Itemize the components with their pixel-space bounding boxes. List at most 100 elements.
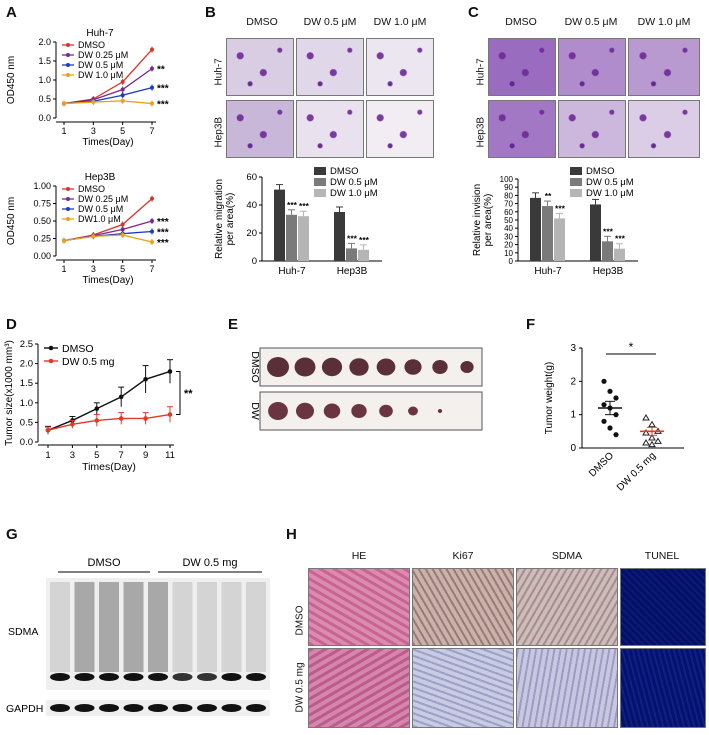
- tumor-dw: [408, 406, 418, 416]
- y-tick-label: 0.0: [20, 437, 33, 448]
- panel-label-h: H: [286, 526, 297, 543]
- x-tick-label: 3: [91, 264, 96, 274]
- y-tick-label: 1: [570, 410, 576, 421]
- bar: [614, 248, 625, 261]
- y-tick-label: 2: [570, 376, 576, 387]
- panel-label-g: G: [6, 526, 18, 543]
- data-point: [62, 101, 66, 106]
- y-tick-label: 50: [504, 216, 513, 225]
- significance-bracket: [176, 370, 181, 416]
- significance-label: **: [184, 388, 193, 400]
- data-point: [150, 66, 154, 71]
- significance-label: ***: [347, 233, 358, 243]
- gapdh-band: [50, 704, 70, 712]
- lane-smear: [197, 582, 217, 672]
- data-point: [45, 427, 51, 433]
- series-line: [63, 100, 153, 105]
- data-point: [601, 418, 607, 424]
- h-col-ki67: Ki67: [452, 550, 474, 562]
- legend-label: DW 0.5 μM: [330, 177, 378, 188]
- group-label-dmso: DMSO: [88, 557, 121, 569]
- h-image-sdma-dw: [516, 648, 618, 728]
- tumor-dw: [323, 403, 341, 419]
- tumor-dw: [268, 402, 288, 420]
- panel-label-c: C: [468, 4, 479, 21]
- lane-smear: [221, 582, 242, 672]
- bar: [298, 216, 309, 261]
- legend-swatch: [570, 189, 582, 197]
- y-tick-label: 1.0: [38, 75, 51, 85]
- y-tick-label: 30: [504, 232, 513, 241]
- row-label-dw: DW: [249, 402, 261, 420]
- significance-label: ***: [603, 226, 614, 236]
- tumor-dmso: [294, 357, 316, 377]
- x-tick-label: 5: [120, 126, 125, 136]
- b-image-huh7-dw05: [296, 38, 364, 96]
- chart-title: Hep3B: [85, 172, 116, 183]
- x-tick-label: 9: [143, 450, 148, 461]
- y-tick-label: 2.0: [20, 359, 33, 370]
- data-point: [150, 47, 154, 52]
- h-image-he-dmso: [308, 568, 410, 646]
- legend-label: DMSO: [78, 40, 105, 50]
- row-label-dmso: DMSO: [249, 351, 261, 383]
- h-image-ki67-dmso: [412, 568, 514, 646]
- panel-label-f: F: [526, 316, 536, 333]
- c-image-hep3b-dw10: [628, 100, 700, 158]
- x-tick-label: 1: [45, 450, 50, 461]
- h-image-tunel-dw: [620, 648, 706, 728]
- y-tick-label: 0.25: [33, 234, 51, 244]
- c-col-dw05: DW 0.5 μM: [564, 16, 618, 28]
- panel-label-a: A: [6, 4, 17, 21]
- legend-label: DMSO: [330, 166, 359, 177]
- panel-label-e: E: [228, 316, 239, 333]
- y-tick-label: 0: [570, 443, 576, 454]
- data-point: [150, 101, 154, 106]
- x-tick-label: Huh-7: [278, 266, 306, 277]
- b-image-hep3b-dw10: [366, 100, 434, 158]
- chart-title: Huh-7: [86, 28, 114, 39]
- data-point: [143, 376, 148, 382]
- series-line: [63, 68, 153, 105]
- y-tick-label: 20: [504, 241, 513, 250]
- data-point: [120, 227, 125, 232]
- legend-marker: [66, 53, 70, 57]
- y-tick-label: 90: [504, 183, 513, 192]
- row-label-sdma: SDMA: [8, 626, 38, 638]
- line-chart-hep3b: 0.00 0.25 0.50 0.75 1.00 1 3 5 7 Times(Day) OD450 …: [6, 172, 169, 286]
- y-tick-label: 1.5: [20, 378, 33, 389]
- data-point: [607, 425, 613, 431]
- bar: [590, 204, 601, 261]
- gapdh-band: [123, 704, 144, 712]
- legend-label: DW 1.0 μM: [78, 70, 123, 80]
- y-tick-label: 40: [504, 224, 513, 233]
- bar: [358, 249, 369, 261]
- y-tick-label: 10: [504, 249, 513, 258]
- y-tick-label: 1.5: [38, 56, 51, 66]
- legend-marker: [48, 358, 54, 364]
- h-image-sdma-dmso: [516, 568, 618, 646]
- significance-label: ***: [157, 84, 169, 95]
- h-col-he: HE: [351, 550, 367, 562]
- legend-label: DMSO: [62, 343, 94, 355]
- bar: [286, 214, 297, 261]
- significance-label: **: [157, 65, 165, 76]
- dish-dw: [259, 391, 483, 431]
- data-point: [613, 412, 619, 418]
- data-point: [150, 240, 154, 244]
- h-col-tunel: TUNEL: [644, 550, 680, 562]
- sdma-band: [148, 673, 168, 681]
- c-row-hep3b: Hep3B: [475, 116, 487, 148]
- y-axis-title: Tumor size(x1000 mm³): [4, 340, 15, 446]
- lane-smear: [99, 582, 119, 672]
- significance-label: ***: [157, 217, 169, 228]
- data-point: [120, 98, 125, 103]
- data-point: [167, 369, 173, 374]
- line-chart-huh7: 0.0 0.5 1.0 1.5 2.0 1 3 5 7 Times(Day) OD450 nm Huh…: [6, 28, 169, 148]
- tumor-dw: [379, 404, 393, 418]
- b-col-dw05: DW 0.5 μM: [303, 16, 357, 28]
- data-point: [648, 420, 656, 428]
- tumor-dw: [295, 402, 315, 420]
